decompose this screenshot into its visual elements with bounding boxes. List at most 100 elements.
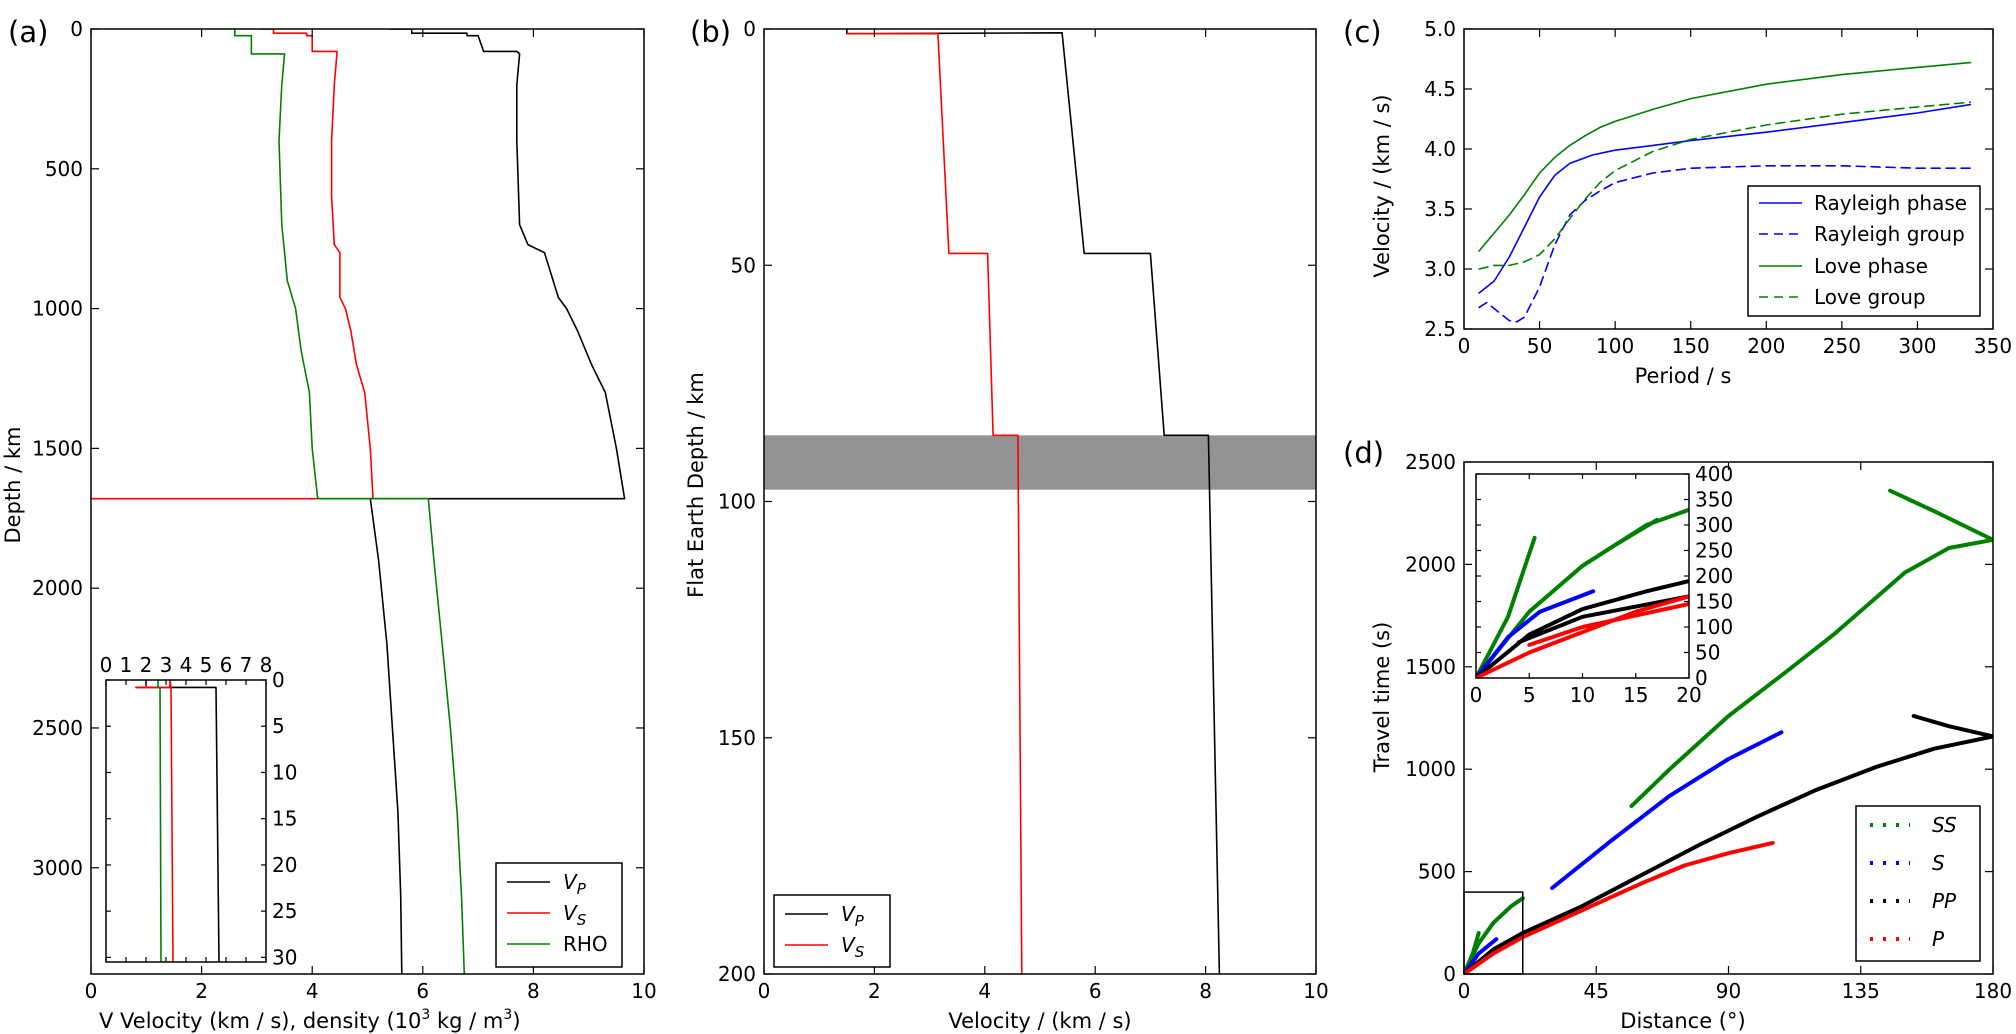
y-tick-label-d-inset: 0 [1695, 666, 1708, 690]
x-tick-label-b: 4 [978, 979, 991, 1003]
y-tick-label-d-inset: 300 [1695, 513, 1733, 537]
y-tick-label-a: 500 [45, 157, 83, 181]
x-tick-label-a: 6 [416, 979, 429, 1003]
series-line-d-ss [1888, 488, 1993, 542]
series-line-d-inset-p [1476, 594, 1689, 678]
series-line-b-vp [846, 29, 1221, 974]
x-tick-label-c: 200 [1747, 334, 1785, 358]
x-tick-label-d-inset: 0 [1470, 683, 1483, 707]
y-tick-label-d: 500 [1418, 860, 1456, 884]
y-tick-label-d: 2500 [1405, 450, 1456, 474]
x-tick-label-c: 250 [1823, 334, 1861, 358]
y-tick-label-c: 4.0 [1424, 137, 1456, 161]
y-tick-label-d: 1500 [1405, 655, 1456, 679]
x-tick-label-d-inset: 10 [1570, 683, 1595, 707]
x-tick-label-c: 300 [1898, 334, 1936, 358]
series-line-a-vp [369, 29, 626, 974]
x-tick-label-c: 350 [1974, 334, 2012, 358]
x-tick-label-a: 10 [631, 979, 656, 1003]
y-tick-label-d: 2000 [1405, 552, 1456, 576]
axes-frame-a-inset [105, 679, 267, 963]
panel-c-ylabel: Velocity / (km / s) [1370, 94, 1394, 277]
panel-d-legend: SS S PP P [1855, 805, 1981, 962]
series-line-c-rayleigh-group [1478, 165, 1972, 323]
axes-c: 0 50 100 150 200 250 300 350 2.5 3.0 3.5 4.0 4.5 5.0 [1424, 17, 2012, 358]
panel-c-legend: Rayleigh phase Rayleigh group Love phase… [1747, 185, 1981, 317]
axes-frame-a [90, 28, 645, 975]
y-tick-label-d: 0 [1443, 962, 1456, 986]
series-line-d-inset-ss [1476, 535, 1537, 678]
plot-area-a-inset [106, 680, 266, 962]
x-tick-label-b: 10 [1303, 979, 1328, 1003]
x-tick-label-d: 135 [1842, 979, 1880, 1003]
series-line-d-ss [1629, 537, 1993, 809]
y-tick-label-d-inset: 200 [1695, 564, 1733, 588]
panel-d-legend-label-ss: SS [1932, 813, 1957, 837]
x-tick-label-d: 180 [1974, 979, 2012, 1003]
y-tick-label-a-inset: 25 [272, 899, 297, 923]
series-line-d-inset-p [1527, 602, 1689, 647]
plot-area-d-inset [1476, 474, 1689, 678]
x-tick-label-b: 8 [1199, 979, 1212, 1003]
panel-d-legend-label-s: S [1932, 851, 1945, 875]
panel-d-ylabel: Travel time (s) [1370, 622, 1394, 774]
x-tick-label-d-inset: 15 [1623, 683, 1648, 707]
x-tick-label-a-inset: 8 [260, 653, 273, 677]
x-tick-label-d: 90 [1716, 979, 1741, 1003]
x-tick-label-a-inset: 6 [220, 653, 233, 677]
y-tick-label-c: 5.0 [1424, 17, 1456, 41]
series-line-d-pp [1464, 734, 1993, 974]
y-tick-label-a-inset: 5 [272, 714, 285, 738]
panel-c-legend-label-rayleigh-phase: Rayleigh phase [1814, 191, 1967, 215]
panel-b-legend-frame [773, 894, 891, 968]
panel-c-legend-label-rayleigh-group: Rayleigh group [1814, 222, 1965, 246]
x-tick-label-c: 100 [1596, 334, 1634, 358]
y-tick-label-a-inset: 10 [272, 760, 297, 784]
series-line-d-inset-s [1476, 589, 1596, 678]
series-line-a-rho [234, 29, 466, 974]
series-line-d-ss [1464, 896, 1525, 974]
y-tick-label-d-inset: 150 [1695, 590, 1733, 614]
x-tick-label-c: 0 [1458, 334, 1471, 358]
y-tick-label-a: 1000 [32, 297, 83, 321]
y-tick-label-c: 2.5 [1424, 317, 1456, 341]
series-line-b-vs [846, 32, 1023, 974]
y-tick-label-b: 0 [743, 17, 756, 41]
y-tick-label-d-inset: 250 [1695, 539, 1733, 563]
x-tick-label-a-inset: 7 [240, 653, 253, 677]
panel-b-legend: VP VS [773, 894, 891, 968]
inset-a-background [106, 680, 266, 962]
panel-a-ylabel: Depth / km [1, 426, 25, 543]
y-tick-label-b: 50 [731, 253, 756, 277]
x-tick-label-a-inset: 4 [180, 653, 193, 677]
y-tick-label-b: 100 [718, 490, 756, 514]
panel-b-ylabel: Flat Earth Depth / km [684, 372, 708, 598]
y-tick-label-d-inset: 350 [1695, 488, 1733, 512]
panel-a-legend-frame [495, 862, 623, 968]
panel-c-legend-frame [1747, 185, 1981, 317]
y-tick-label-c: 4.5 [1424, 77, 1456, 101]
y-tick-label-a: 1500 [32, 436, 83, 460]
x-tick-label-c: 50 [1527, 334, 1552, 358]
x-tick-label-a: 4 [306, 979, 319, 1003]
y-tick-label-d: 1000 [1405, 757, 1456, 781]
plot-area-b [764, 29, 1316, 974]
panel-d-letter: (d) [1343, 436, 1384, 470]
panel-d-legend-label-pp: PP [1932, 889, 1957, 913]
series-line-d-inset-pp [1476, 579, 1689, 678]
panel-c-legend-label-love-group: Love group [1814, 285, 1926, 309]
panel-c-letter: (c) [1343, 15, 1382, 49]
panel-d-legend-label-p: P [1932, 927, 1945, 951]
plot-area-d [1464, 488, 1993, 974]
x-tick-label-a-inset: 1 [120, 653, 133, 677]
panel-d-xlabel: Distance (°) [1620, 1009, 1745, 1033]
inset-d-background [1476, 474, 1689, 678]
x-tick-label-d: 0 [1458, 979, 1471, 1003]
panel-a-legend-label-vs: VS [563, 901, 587, 929]
panel-c-xlabel: Period / s [1635, 364, 1732, 388]
axes-frame-d-inset [1475, 473, 1690, 679]
x-tick-label-a: 0 [85, 979, 98, 1003]
axes-frame-d [1463, 461, 1994, 975]
